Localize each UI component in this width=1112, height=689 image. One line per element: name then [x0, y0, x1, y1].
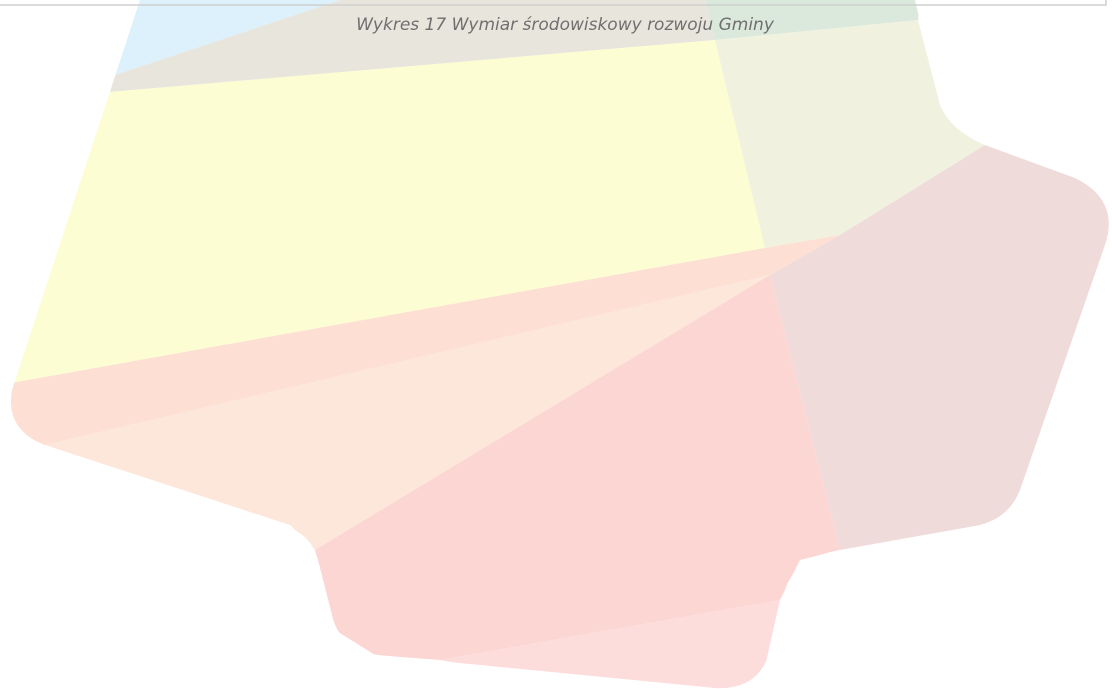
decorative-background: [0, 0, 1112, 689]
figure: Wykres 17 Wymiar środowiskowy rozwoju Gm…: [0, 0, 1112, 689]
figure-caption: Wykres 17 Wymiar środowiskowy rozwoju Gm…: [356, 15, 775, 35]
page: Wykres 17 Wymiar środowiskowy rozwoju Gm…: [0, 0, 1112, 689]
